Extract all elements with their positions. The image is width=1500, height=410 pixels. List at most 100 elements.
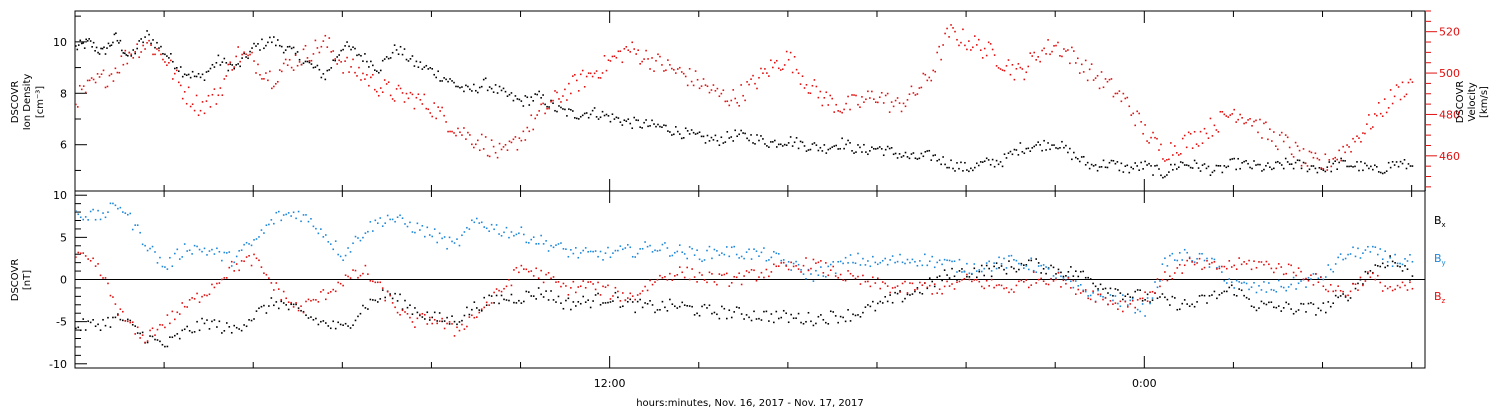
data-point-left [191,70,194,73]
data-point-left [475,89,477,92]
data-point-by [359,239,362,242]
data-point-bz [471,314,473,317]
data-point-right [239,60,241,63]
data-point-left [714,134,717,137]
data-point-left [1284,157,1287,160]
data-point-left [597,118,600,120]
data-point-right [803,87,806,89]
data-point-right [237,46,239,48]
data-point-bz [473,316,476,319]
data-point-by [1112,299,1114,302]
data-point-bx [1005,272,1008,275]
data-point-bz [884,282,887,285]
data-point-by [258,236,260,238]
data-point-bz [1050,278,1052,280]
data-point-bz [748,271,750,274]
data-point-right [298,61,301,63]
data-point-right [542,102,544,105]
data-point-left [1387,161,1390,164]
data-point-by [612,252,614,254]
data-point-bx [1166,298,1169,301]
data-point-by [928,260,931,263]
data-point-left [805,150,808,152]
data-point-bx [1075,270,1077,272]
data-point-right [1263,122,1265,125]
data-point-bz [708,271,711,274]
data-point-left [1205,167,1208,170]
data-point-left [562,108,564,110]
data-point-right [999,68,1002,70]
data-point-bx [825,321,827,324]
data-point-right [675,72,677,74]
data-point-bx [958,270,961,272]
data-point-left [1348,165,1350,168]
data-point-left [892,153,895,156]
data-point-bz [956,281,958,284]
data-point-by [344,254,347,257]
data-point-bx [587,299,589,301]
data-point-right [878,96,881,99]
data-point-right [122,63,125,66]
data-point-bz [852,275,854,277]
data-point-by [1307,276,1310,279]
data-point-right [1021,68,1024,70]
data-point-right [684,75,687,78]
data-point-by [1149,302,1151,305]
data-point-bx [1312,303,1315,306]
data-point-bz [928,284,931,287]
data-point-right [1162,158,1164,160]
bottom-left-tick-label: -5 [56,316,67,329]
data-point-bz [951,283,953,285]
data-point-by [780,259,783,262]
data-point-bz [869,285,872,288]
data-point-by [218,250,221,253]
data-point-by [547,250,550,252]
data-point-by [431,235,434,238]
data-point-by [1342,258,1344,261]
data-point-bz [990,278,993,281]
data-point-right [833,111,836,113]
data-point-right [1096,74,1099,77]
data-point-right [1168,158,1170,161]
data-point-bx [557,295,560,298]
data-point-bz [154,334,156,336]
data-point-right [300,63,303,66]
data-point-by [1144,315,1146,317]
data-point-right [138,56,140,59]
data-point-left [101,47,104,50]
data-point-by [1131,297,1134,300]
data-point-bz [389,294,391,297]
data-point-right [964,44,966,47]
data-point-left [229,63,232,65]
data-point-left [421,68,424,70]
data-point-left [865,151,867,153]
data-point-right [1193,130,1196,133]
data-point-left [1356,161,1358,163]
data-point-left [1259,163,1261,166]
data-point-left [316,64,319,67]
data-point-by [159,256,161,259]
data-point-left [536,93,538,96]
data-point-right [676,68,679,70]
data-point-right [825,91,828,94]
data-point-right [148,39,150,42]
data-point-bz [1198,257,1201,260]
data-point-by [1372,245,1374,248]
data-point-right [284,58,287,61]
data-point-right [581,69,584,72]
data-point-right [538,110,540,112]
data-point-by [683,253,686,255]
data-point-right [892,105,895,108]
data-point-right [550,100,552,103]
data-point-right [338,59,340,62]
data-point-bx [550,290,552,292]
data-point-bz [525,268,528,271]
data-point-left [134,52,137,55]
data-point-by [527,242,530,244]
data-point-bx [636,300,639,303]
data-point-bz [542,281,545,284]
data-point-by [1329,268,1332,271]
data-point-bx [1401,270,1404,272]
data-point-bx [518,299,520,302]
